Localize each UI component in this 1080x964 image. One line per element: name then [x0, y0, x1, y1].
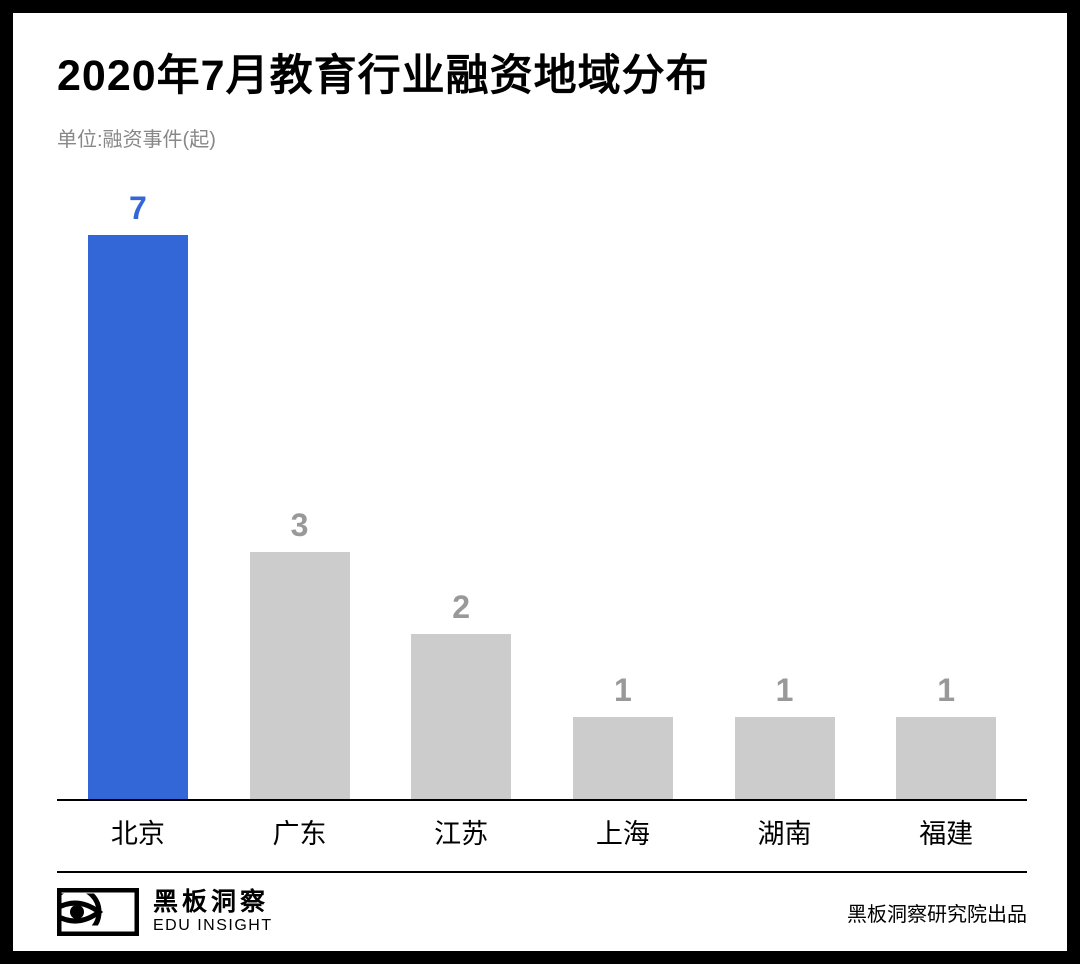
bar: [735, 717, 835, 799]
x-axis-label: 湖南: [704, 812, 866, 851]
brand-logo: 黑板洞察 EDU INSIGHT: [57, 888, 273, 936]
x-axis-label: 福建: [865, 812, 1027, 851]
eye-icon: [57, 888, 139, 936]
bar: [411, 634, 511, 799]
bar: [573, 717, 673, 799]
bar-value-label: 3: [291, 507, 309, 544]
bar-group: 3: [219, 190, 381, 799]
bar-group: 7: [57, 190, 219, 799]
x-axis-label: 江苏: [380, 812, 542, 851]
bar-group: 1: [865, 190, 1027, 799]
bar-value-label: 2: [452, 589, 470, 626]
brand-name-en: EDU INSIGHT: [153, 917, 273, 935]
brand-name-cn: 黑板洞察: [153, 889, 273, 917]
bar-group: 1: [542, 190, 704, 799]
x-axis-label: 北京: [57, 812, 219, 851]
bar-group: 1: [704, 190, 866, 799]
brand-text: 黑板洞察 EDU INSIGHT: [153, 889, 273, 934]
bar-value-label: 7: [129, 190, 147, 227]
bar-value-label: 1: [776, 672, 794, 709]
bar-chart: 7 3 2 1 1 1: [57, 190, 1027, 801]
footer: 黑板洞察 EDU INSIGHT 黑板洞察研究院出品: [57, 873, 1027, 951]
bar: [88, 235, 188, 799]
bar-group: 2: [380, 190, 542, 799]
x-axis-label: 上海: [542, 812, 704, 851]
chart-title: 2020年7月教育行业融资地域分布: [57, 41, 1027, 103]
content-area: 2020年7月教育行业融资地域分布 单位:融资事件(起) 7 3 2 1 1 1 北京广东…: [13, 13, 1067, 951]
attribution-text: 黑板洞察研究院出品: [847, 898, 1027, 927]
bar-value-label: 1: [614, 672, 632, 709]
x-axis-labels: 北京广东江苏上海湖南福建: [57, 812, 1027, 851]
x-axis-label: 广东: [219, 812, 381, 851]
bar: [250, 552, 350, 799]
chart-container: 7 3 2 1 1 1 北京广东江苏上海湖南福建 黑板洞察 EDU INSIGHT: [57, 160, 1027, 951]
chart-subtitle: 单位:融资事件(起): [57, 123, 1027, 152]
bar: [896, 717, 996, 799]
chart-frame: 2020年7月教育行业融资地域分布 单位:融资事件(起) 7 3 2 1 1 1 北京广东…: [0, 0, 1080, 964]
bar-value-label: 1: [937, 672, 955, 709]
